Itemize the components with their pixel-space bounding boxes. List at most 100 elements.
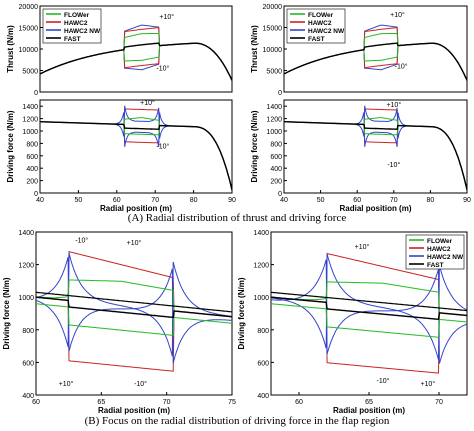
annotation-label: -10° [75, 237, 88, 245]
y-axis-label: Driving force (N/m) [237, 277, 246, 349]
annotation-label: +10° [355, 243, 370, 251]
x-tick-label: 50 [75, 197, 83, 204]
y-tick-label: 1200 [266, 117, 282, 124]
y-tick-label: 800 [26, 141, 38, 148]
y-tick-label: 0 [34, 90, 38, 97]
x-tick-label: 65 [365, 399, 373, 406]
series-line-7 [271, 291, 467, 312]
y-tick-label: 600 [26, 154, 38, 161]
y-tick-label: 800 [257, 328, 269, 335]
x-tick-label: 60 [295, 399, 303, 406]
annotation-label: +10° [159, 13, 174, 21]
y-tick-label: 0 [278, 191, 282, 198]
y-tick-label: 0 [278, 90, 282, 97]
chart-b-left: 400 600 800 1000 1200 1400 60 65 70 75 Radial posi… [2, 230, 236, 415]
y-tick-label: 600 [22, 360, 34, 367]
y-tick-label: 15000 [19, 26, 39, 33]
series-group [271, 252, 467, 374]
x-tick-label: 90 [463, 197, 471, 204]
x-tick-label: 60 [32, 399, 40, 406]
y-tick-label: 1000 [18, 295, 34, 302]
series-line-6 [40, 42, 232, 81]
y-tick-label: 20000 [263, 4, 283, 11]
legend-entry: FLOWer [64, 12, 90, 19]
chart-b-right: 400 600 800 1000 1200 1400 60 65 70 Radial positi… [237, 230, 468, 415]
annotation-label: +10° [386, 101, 401, 109]
x-tick-label: 70 [163, 399, 171, 406]
legend-entry: FLOWer [308, 12, 334, 19]
x-tick-label: 80 [427, 197, 435, 204]
legend-entry: FAST [308, 36, 325, 43]
legend-entry: HAWC2 [308, 20, 332, 27]
chart-a-right-thrust: 0 5000 10000 15000 20000 Thrust (N/m) +10° -10°… [250, 4, 468, 97]
y-tick-label: 5000 [22, 69, 38, 76]
y-tick-label: 1200 [253, 263, 269, 270]
legend-entry: HAWC2 [427, 246, 451, 253]
y-tick-label: 400 [22, 393, 34, 400]
legend-entry: HAWC2 NW [427, 254, 464, 261]
annotation-label: -10° [156, 65, 169, 73]
x-tick-label: 80 [190, 197, 198, 204]
legend-entry: FLOWer [427, 238, 453, 245]
x-axis-label: Radial position (m) [98, 406, 170, 415]
series-line-5 [36, 303, 232, 336]
x-tick-label: 60 [113, 197, 121, 204]
series-line-6 [40, 121, 232, 191]
y-axis-label: Driving force (N/m) [250, 110, 259, 182]
y-tick-label: 200 [270, 179, 282, 186]
annotation-label: -10° [156, 142, 169, 150]
chart-a-right-driving: 0 200 400 600 800 1000 1200 1400 40 50 60 70 80 90 Rad… [250, 99, 471, 213]
y-tick-label: 0 [34, 191, 38, 198]
annotation-label: +10° [390, 11, 405, 19]
series-line-4 [271, 281, 467, 316]
series-line-7 [36, 291, 232, 313]
y-tick-label: 10000 [263, 47, 283, 54]
x-tick-label: 40 [36, 197, 44, 204]
series-group [284, 24, 467, 81]
y-tick-label: 1400 [266, 104, 282, 111]
series-group [40, 24, 232, 81]
x-axis-label: Radial position (m) [333, 406, 405, 415]
series-line-6 [284, 121, 467, 191]
series-line-5 [271, 303, 467, 338]
x-tick-label: 60 [353, 197, 361, 204]
annotation-label: -10° [377, 377, 390, 385]
y-tick-label: 1400 [18, 230, 34, 237]
y-tick-label: 15000 [263, 26, 283, 33]
y-tick-label: 1000 [22, 129, 38, 136]
y-tick-label: 1200 [18, 263, 34, 270]
annotation-label: -10° [134, 380, 147, 388]
annotation-label: -10° [387, 161, 400, 169]
y-tick-label: 1000 [266, 129, 282, 136]
legend-entry: HAWC2 NW [308, 28, 345, 35]
x-axis-label: Radial position (m) [340, 204, 412, 213]
caption-b: (B) Focus on the radial distribution of … [84, 415, 390, 427]
legend-entry: FAST [427, 262, 444, 269]
y-tick-label: 200 [26, 179, 38, 186]
y-tick-label: 400 [270, 166, 282, 173]
y-tick-label: 800 [22, 328, 34, 335]
legend-entry: FAST [64, 36, 81, 43]
x-axis-label: Radial position (m) [100, 204, 172, 213]
y-tick-label: 1400 [22, 104, 38, 111]
y-axis-label: Thrust (N/m) [6, 25, 15, 73]
plot-frame [39, 99, 233, 194]
y-tick-label: 10000 [19, 47, 39, 54]
x-tick-label: 50 [317, 197, 325, 204]
chart-a-left-driving: 0 200 400 600 800 1000 1200 1400 40 50 60 70 80 90 Rad… [6, 99, 236, 213]
x-tick-label: 40 [280, 197, 288, 204]
series-group [40, 105, 232, 191]
y-tick-label: 400 [26, 166, 38, 173]
annotation-label: +10° [420, 380, 435, 388]
x-tick-label: 70 [390, 197, 398, 204]
y-tick-label: 600 [270, 154, 282, 161]
series-group [284, 105, 467, 191]
y-tick-label: 1000 [253, 295, 269, 302]
plot-frame [283, 99, 468, 194]
x-tick-label: 65 [97, 399, 105, 406]
y-axis-label: Driving force (N/m) [2, 277, 11, 349]
